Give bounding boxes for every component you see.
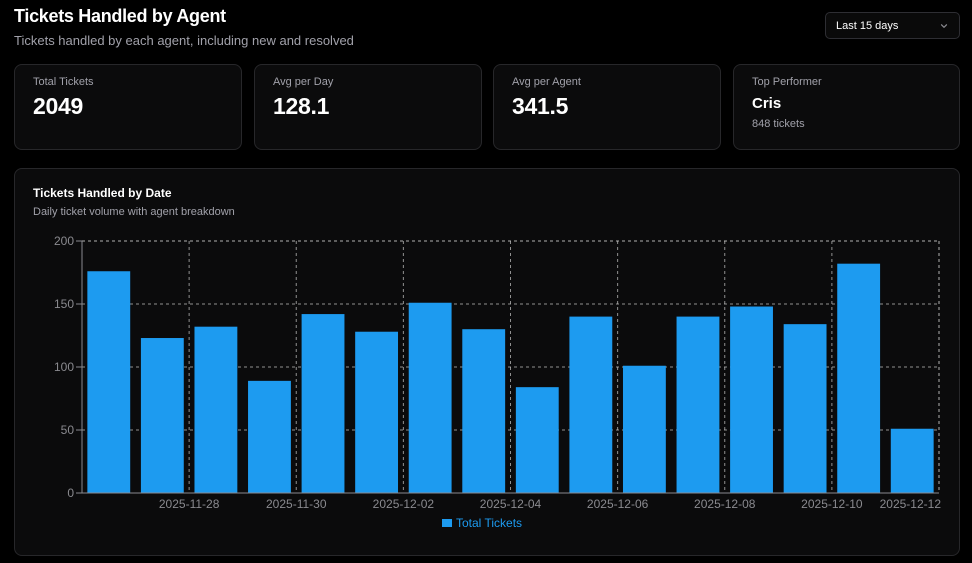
x-tick-label: 2025-12-12 <box>880 497 942 511</box>
y-tick-label: 50 <box>61 423 75 437</box>
bar-2025-12-01 <box>301 314 345 493</box>
date-range-value: Last 15 days <box>836 19 899 32</box>
stat-value: 341.5 <box>512 93 569 119</box>
date-range-select[interactable]: Last 15 days <box>825 12 960 39</box>
stat-label: Avg per Agent <box>512 76 581 88</box>
chart-title: Tickets Handled by Date <box>33 186 172 200</box>
stat-label: Avg per Day <box>273 76 334 88</box>
stat-card-avg-per-day: Avg per Day 128.1 <box>254 64 482 150</box>
chart-subtitle: Daily ticket volume with agent breakdown <box>33 206 235 218</box>
page-title: Tickets Handled by Agent <box>14 6 226 26</box>
x-tick-label: 2025-12-08 <box>694 497 756 511</box>
x-tick-label: 2025-11-28 <box>159 497 220 511</box>
chart-card: 0 50 100 150 200 2025-11-28 2025-11-30 2025-12-… <box>14 168 960 556</box>
bar-2025-12-08 <box>676 316 720 493</box>
x-tick-label: 2025-12-06 <box>587 497 649 511</box>
bar-2025-12-03 <box>408 302 452 493</box>
bar-chart: 0 50 100 150 200 2025-11-28 2025-11-30 2025-12-… <box>54 234 942 511</box>
page-subtitle: Tickets handled by each agent, including… <box>14 33 354 48</box>
chart-legend[interactable]: Total Tickets <box>442 516 522 530</box>
y-tick-label: 100 <box>54 360 74 374</box>
bar-2025-11-29 <box>194 326 238 493</box>
header: Tickets Handled by Agent Tickets handled… <box>14 6 354 48</box>
stat-value: 128.1 <box>273 93 330 119</box>
legend-label: Total Tickets <box>456 516 523 530</box>
bar-2025-11-28 <box>140 338 184 493</box>
bar-2025-12-12 <box>890 428 934 493</box>
bar-2025-11-27 <box>87 271 131 493</box>
bar-2025-12-02 <box>355 331 399 493</box>
top-performer-name: Cris <box>752 95 782 112</box>
bar-2025-11-30 <box>248 380 291 493</box>
stat-label: Total Tickets <box>33 76 94 88</box>
legend-swatch <box>442 519 452 527</box>
stat-label: Top Performer <box>752 76 822 88</box>
bar-2025-12-11 <box>837 263 881 493</box>
y-tick-label: 150 <box>54 297 74 311</box>
stat-card-total-tickets: Total Tickets 2049 <box>14 64 242 150</box>
bar-2025-12-10 <box>783 324 827 493</box>
bar-2025-12-05 <box>515 387 559 493</box>
y-tick-label: 0 <box>67 486 74 500</box>
stat-card-top-performer: Top Performer Cris 848 tickets <box>733 64 960 150</box>
stat-card-avg-per-agent: Avg per Agent 341.5 <box>493 64 721 150</box>
stat-value: 2049 <box>33 93 83 119</box>
x-tick-label: 2025-12-04 <box>480 497 542 511</box>
x-tick-label: 2025-12-02 <box>373 497 435 511</box>
top-performer-count: 848 tickets <box>752 118 805 130</box>
chevron-down-icon <box>940 23 948 28</box>
bar-2025-12-06 <box>569 316 613 493</box>
x-tick-label: 2025-12-10 <box>801 497 863 511</box>
y-tick-label: 200 <box>54 234 74 248</box>
x-tick-label: 2025-11-30 <box>266 497 327 511</box>
bar-2025-12-09 <box>730 306 773 493</box>
bar-2025-12-07 <box>622 365 666 493</box>
bar-2025-12-04 <box>462 329 506 493</box>
